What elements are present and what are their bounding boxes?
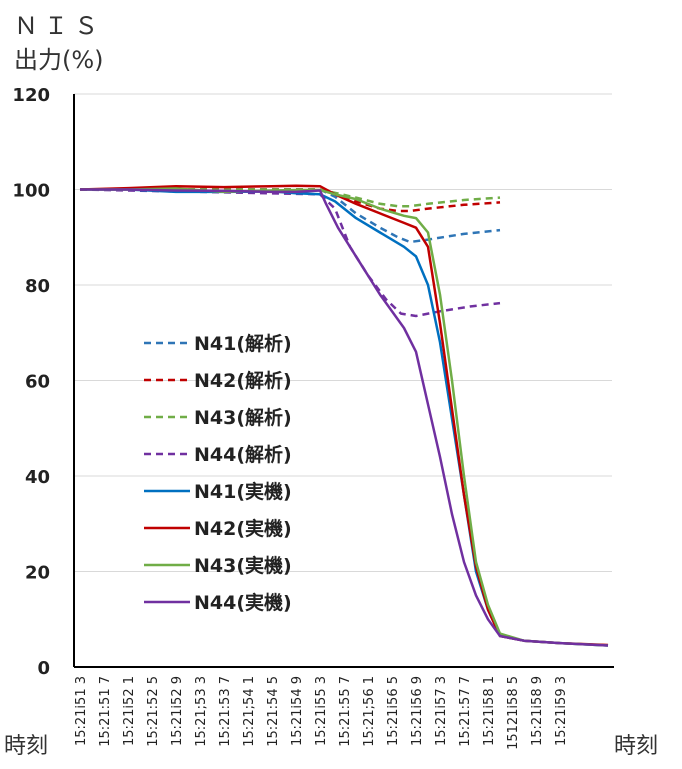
y-tick-label: 80	[25, 276, 50, 297]
y-tick-label: 20	[25, 563, 50, 584]
legend-label: N44(実機)	[194, 591, 292, 614]
x-tick-label: 15:21:55 7	[338, 676, 353, 747]
series-line	[79, 188, 501, 318]
x-tick-label: 15:21i52 9	[170, 676, 185, 746]
x-tick-label: 15:21i56 9	[410, 676, 425, 746]
legend-label: N41(実機)	[194, 480, 292, 503]
y-tick-label: 120	[12, 85, 50, 106]
y-axis: 0 20 40 60 80 100 120	[12, 85, 75, 679]
x-tick-label: 15:21i55 3	[314, 676, 329, 746]
x-tick-label: 15:21:51 7	[98, 676, 113, 747]
series-line	[80, 188, 501, 213]
x-tick-label: 15:21i56 5	[386, 676, 401, 746]
legend: N41(解析) N42(解析) N43(解析) N44(解析) N41(実機) N42(実…	[144, 332, 292, 614]
x-tick-label: 15:21i58 9	[530, 676, 545, 746]
y-axis-title-line2: 出力(%)	[14, 46, 104, 74]
y-tick-label: 100	[12, 181, 50, 202]
x-tick-label: 15121i58 5	[506, 676, 521, 750]
x-tick-label: 15:21i59 3	[554, 676, 569, 746]
y-tick-label: 40	[25, 467, 50, 488]
legend-label: N42(実機)	[194, 517, 292, 540]
x-tick-label: 15:21i52 1	[122, 676, 137, 746]
y-tick-label: 0	[37, 658, 50, 679]
x-axis: 15:21i51 3 15:21:51 7 15:21i52 1 15:21:52 5…	[74, 666, 614, 750]
series-line	[80, 188, 609, 647]
x-axis-title-left: 時刻	[4, 734, 49, 759]
legend-label: N41(解析)	[194, 332, 292, 355]
legend-label: N43(実機)	[194, 554, 292, 577]
legend-label: N43(解析)	[194, 406, 292, 429]
x-tick-label: 15:21i51 3	[74, 676, 89, 746]
x-tick-label: 15:21:53 7	[218, 676, 233, 747]
x-tick-label: 15:21i57 3	[434, 676, 449, 746]
legend-label: N42(解析)	[194, 369, 292, 392]
x-axis-title-right: 時刻	[614, 734, 659, 759]
gridlines	[74, 93, 612, 572]
series-lines	[79, 184, 609, 647]
series-line	[79, 184, 609, 647]
x-tick-label: 15:21i58 1	[482, 676, 497, 746]
x-tick-label: 15:21;56 1	[362, 676, 377, 747]
series-line	[80, 188, 501, 244]
x-tick-label: 15:21:54 5	[266, 676, 281, 747]
y-tick-label: 60	[25, 372, 50, 393]
x-tick-label: 15:21;53 3	[194, 676, 209, 747]
x-tick-label: 15:21;54 1	[242, 676, 257, 747]
y-axis-title-line1: ＮＩＳ	[14, 12, 104, 40]
x-tick-label: 15:21:52 5	[146, 676, 161, 747]
x-tick-label: 15:21i54 9	[290, 676, 305, 746]
legend-label: N44(解析)	[194, 443, 292, 466]
x-tick-label: 15:21:57 7	[458, 676, 473, 747]
